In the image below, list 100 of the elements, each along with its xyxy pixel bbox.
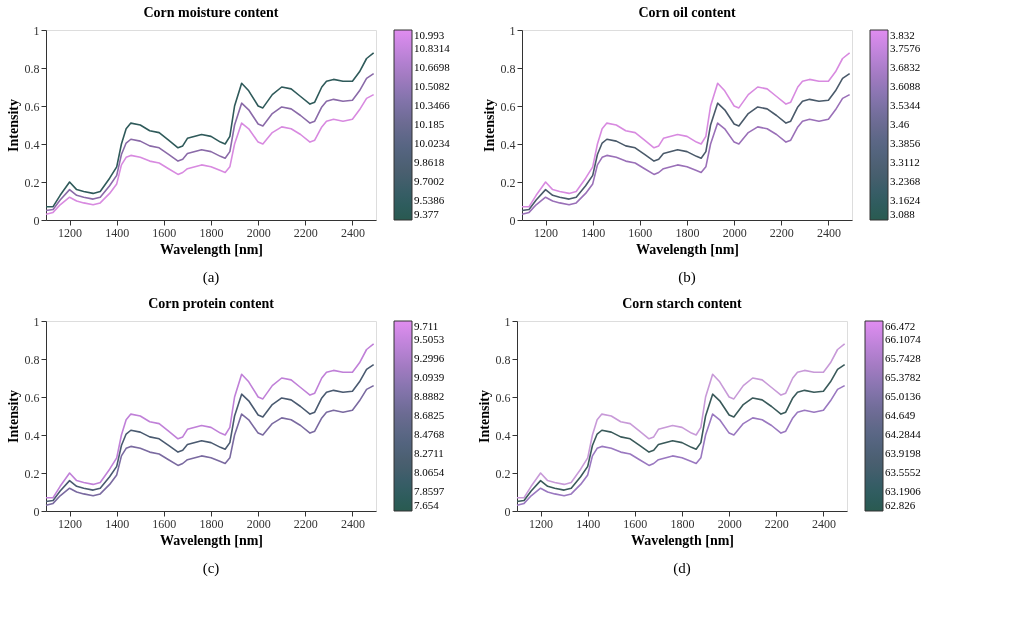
x-tick-label: 1200 xyxy=(58,225,83,240)
color-bar-label: 63.5552 xyxy=(885,466,921,478)
y-tick-label: 1 xyxy=(504,314,511,329)
y-tick-label: 0.4 xyxy=(24,137,40,152)
color-bar-label: 3.3856 xyxy=(890,137,921,149)
x-tick-label: 2200 xyxy=(764,516,789,531)
y-tick-label: 0 xyxy=(504,504,511,519)
x-tick-label: 2000 xyxy=(246,516,271,531)
y-tick-label: 1 xyxy=(33,314,40,329)
text: (d) xyxy=(673,560,691,577)
y-tick-label: 0 xyxy=(33,504,40,519)
color-bar-label: 3.7576 xyxy=(890,42,921,54)
color-bar-label: 3.3112 xyxy=(890,156,920,168)
color-bar-label: 3.1624 xyxy=(890,194,921,206)
x-tick-label: 1800 xyxy=(199,225,224,240)
color-bar-label: 9.711 xyxy=(414,320,439,332)
y-tick-label: 0.6 xyxy=(24,99,40,114)
color-bar-label: 7.8597 xyxy=(414,485,445,497)
x-axis-title: Wavelength [nm] xyxy=(159,241,264,257)
color-bar-label: 3.6088 xyxy=(890,80,921,92)
line-series xyxy=(516,384,846,507)
x-tick-label: 1800 xyxy=(675,225,700,240)
y-axis-title: Intensity xyxy=(5,99,21,152)
x-axis-title: Wavelength [nm] xyxy=(630,532,735,548)
x-tick-label: 1400 xyxy=(576,516,601,531)
x-tick-label: 1600 xyxy=(628,225,653,240)
color-bar-label: 65.0136 xyxy=(885,390,922,402)
color-bar-label: 63.1906 xyxy=(885,485,922,497)
color-bar-label: 9.5053 xyxy=(414,333,445,345)
x-tick-label: 2000 xyxy=(246,225,271,240)
x-axis-title: Wavelength [nm] xyxy=(635,241,740,257)
y-tick-label: 0.2 xyxy=(24,175,40,190)
color-bar-label: 8.0654 xyxy=(414,466,445,478)
x-tick-label: 1800 xyxy=(670,516,695,531)
x-tick-label: 2400 xyxy=(811,516,836,531)
color-bar-label: 9.377 xyxy=(414,208,440,220)
chart-title: Corn protein content xyxy=(148,296,275,311)
text: (b) xyxy=(678,269,696,286)
x-tick-label: 1200 xyxy=(58,516,83,531)
y-tick-label: 0.4 xyxy=(24,428,40,443)
x-tick-label: 1400 xyxy=(581,225,606,240)
color-bar-label: 64.649 xyxy=(885,409,916,421)
text: (a) xyxy=(202,269,220,286)
y-tick-label: 0.8 xyxy=(24,61,40,76)
x-tick-label: 2400 xyxy=(340,516,365,531)
color-bar-label: 10.8314 xyxy=(414,42,451,54)
x-tick-label: 1400 xyxy=(105,225,130,240)
color-bar-label: 64.2844 xyxy=(885,428,922,440)
color-bar-label: 3.5344 xyxy=(890,99,921,111)
color-bar-label: 9.2996 xyxy=(414,352,445,364)
y-tick-label: 0.6 xyxy=(495,390,511,405)
x-tick-label: 1600 xyxy=(152,225,177,240)
x-tick-label: 2000 xyxy=(717,516,742,531)
y-tick-label: 0.2 xyxy=(500,175,516,190)
y-tick-label: 0 xyxy=(33,213,40,228)
y-axis-title: Intensity xyxy=(481,99,497,152)
x-tick-label: 2000 xyxy=(722,225,747,240)
x-tick-label: 2200 xyxy=(293,516,318,531)
color-bar-label: 7.654 xyxy=(414,499,440,511)
y-axis-title: Intensity xyxy=(476,390,492,443)
color-bar-label: 9.8618 xyxy=(414,156,445,168)
x-tick-label: 2400 xyxy=(340,225,365,240)
color-bar-label: 10.6698 xyxy=(414,61,451,73)
y-tick-label: 0.2 xyxy=(495,466,511,481)
x-tick-label: 1600 xyxy=(623,516,648,531)
y-tick-label: 0.8 xyxy=(495,352,511,367)
color-bar-label: 3.832 xyxy=(890,29,915,41)
x-tick-label: 1200 xyxy=(529,516,554,531)
line-series xyxy=(45,93,375,216)
chart-title: Corn oil content xyxy=(638,5,736,20)
color-bar-label: 10.993 xyxy=(414,29,445,41)
color-bar-label: 8.6825 xyxy=(414,409,445,421)
x-tick-label: 2200 xyxy=(293,225,318,240)
color-bar-label: 63.9198 xyxy=(885,447,922,459)
y-tick-label: 0.2 xyxy=(24,466,40,481)
color-bar-label: 65.7428 xyxy=(885,352,922,364)
x-tick-label: 1600 xyxy=(152,516,177,531)
color-bar-label: 10.185 xyxy=(414,118,445,130)
color-bar-label: 3.088 xyxy=(890,208,916,220)
x-axis-title: Wavelength [nm] xyxy=(159,532,264,548)
color-bar-label: 10.0234 xyxy=(414,137,451,149)
y-tick-label: 0.4 xyxy=(500,137,516,152)
line-series xyxy=(45,384,375,507)
color-bar-label: 8.4768 xyxy=(414,428,445,440)
text: (c) xyxy=(202,560,220,577)
color-bar-label: 65.3782 xyxy=(885,371,921,383)
color-bar-label: 3.2368 xyxy=(890,175,921,187)
y-tick-label: 0.6 xyxy=(500,99,516,114)
y-tick-label: 0.4 xyxy=(495,428,511,443)
x-tick-label: 2400 xyxy=(816,225,841,240)
color-bar-label: 10.5082 xyxy=(414,80,450,92)
chart-title: Corn moisture content xyxy=(143,5,279,20)
x-tick-label: 1800 xyxy=(199,516,224,531)
color-bar-label: 3.46 xyxy=(890,118,910,130)
color-bar-label: 66.1074 xyxy=(885,333,922,345)
color-bar-label: 9.0939 xyxy=(414,371,445,383)
color-bar-label: 9.5386 xyxy=(414,194,445,206)
y-tick-label: 0.6 xyxy=(24,390,40,405)
y-tick-label: 0.8 xyxy=(24,352,40,367)
color-bar-label: 62.826 xyxy=(885,499,916,511)
